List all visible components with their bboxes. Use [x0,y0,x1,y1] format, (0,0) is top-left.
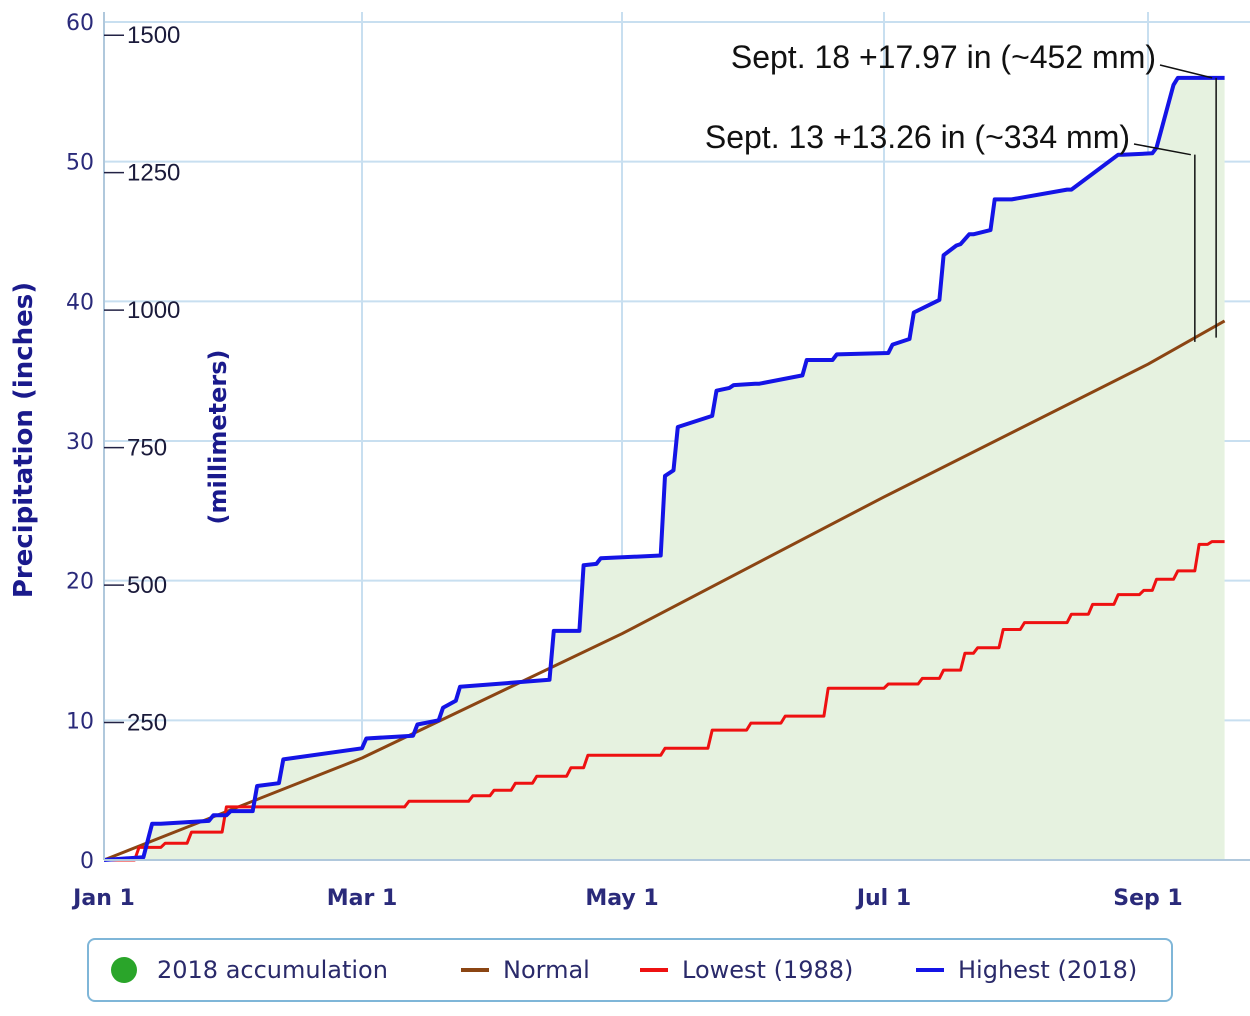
y-tick-label-mm: 500 [127,572,167,599]
y-tick-label-mm: 1000 [127,297,180,324]
x-tick-label: Jan 1 [71,886,135,911]
y-axis-title-mm: (millimeters) [204,349,232,524]
y-tick-label-mm: 1500 [127,22,180,49]
legend-label: Highest (2018) [958,956,1138,984]
annotations: Sept. 18 +17.97 in (~452 mm) Sept. 13 +13… [705,39,1217,342]
legend-dot-icon [111,957,137,983]
legend-item-highest[interactable]: Highest (2018) [916,956,1137,984]
annotation-label: Sept. 18 +17.97 in (~452 mm) [731,39,1156,75]
y-axis-title: Precipitation (inches) [9,282,39,598]
axes: 0 10 20 30 40 50 60 250 500 750 1000 1250 1500 Jan 1 M… [66,11,1250,911]
y-tick-label-mm: 250 [127,710,167,737]
series-line-highest [103,75,1225,862]
y-tick-label-mm: 750 [127,435,167,462]
y-tick-label: 50 [66,151,94,176]
y-tick-label: 10 [66,709,94,734]
y-tick-label: 20 [66,570,94,595]
y-tick-label: 40 [66,290,94,315]
series-lines [103,75,1226,862]
y-tick-label: 60 [66,11,94,36]
y-tick-label: 0 [80,849,94,874]
legend-item-accumulation[interactable]: 2018 accumulation [111,956,388,984]
legend-label: 2018 accumulation [157,956,388,984]
precipitation-chart: 0 10 20 30 40 50 60 250 500 750 1000 1250 1500 Jan 1 M… [9,11,1250,911]
y-tick-label: 30 [66,430,94,455]
legend-item-normal[interactable]: Normal [461,956,590,984]
legend-label: Normal [503,956,590,984]
annotation-leader [1133,143,1191,156]
x-tick-label: Mar 1 [327,886,398,911]
annotation-label: Sept. 13 +13.26 in (~334 mm) [705,119,1130,155]
legend-line-icon [461,968,489,972]
accumulation-area [104,77,1225,860]
x-tick-label: Jul 1 [855,886,911,911]
legend: 2018 accumulation Normal Lowest (1988) H… [87,938,1173,1002]
y-tick-label-mm: 1250 [127,160,180,187]
legend-line-icon [640,968,668,972]
x-tick-label: May 1 [585,886,658,911]
annotation-leader [1159,64,1213,79]
series-line-lowest [104,540,1225,862]
legend-line-icon [916,968,944,972]
legend-item-lowest[interactable]: Lowest (1988) [640,956,853,984]
series-line-normal [103,319,1226,862]
legend-label: Lowest (1988) [682,956,854,984]
x-tick-label: Sep 1 [1113,886,1182,911]
